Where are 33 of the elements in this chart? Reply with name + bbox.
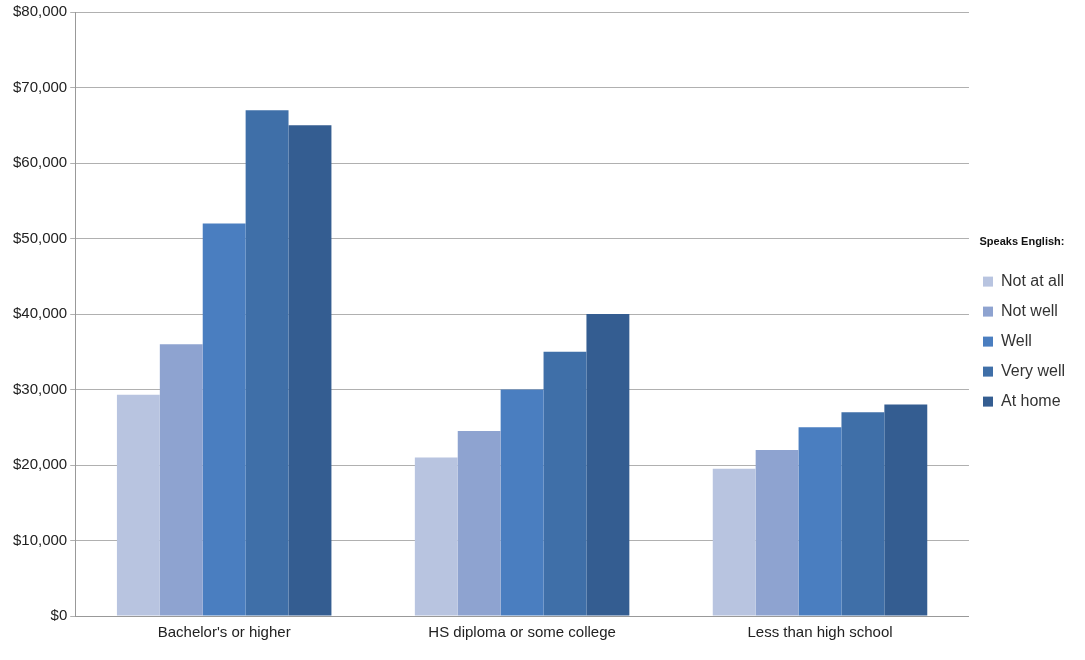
legend-label: Very well (1000, 362, 1066, 380)
bar (457, 431, 501, 616)
legend-label: At home (1000, 392, 1061, 410)
y-tick-label: $40,000 (12, 304, 68, 322)
x-tick-label: Bachelor's or higher (157, 623, 291, 641)
x-tick-label: Less than high school (747, 623, 893, 641)
y-tick-label: $60,000 (12, 153, 68, 171)
bar (586, 314, 630, 616)
legend-label: Not well (1000, 302, 1058, 320)
bar (841, 412, 885, 616)
x-tick-label: HS diploma or some college (428, 623, 616, 641)
bar (245, 110, 289, 616)
bar (116, 394, 160, 616)
bar (884, 404, 928, 616)
y-tick-label: $20,000 (12, 455, 68, 473)
bar (798, 427, 842, 616)
legend-title: Speaks English: (979, 234, 1065, 247)
bar (755, 449, 799, 616)
bar (414, 457, 458, 616)
y-tick-label: $10,000 (12, 530, 68, 548)
bar (543, 351, 587, 616)
y-tick-label: $70,000 (12, 77, 68, 95)
bar (288, 125, 332, 616)
y-tick-label: $0 (50, 606, 68, 624)
legend-label: Not at all (1000, 272, 1065, 290)
bar (159, 344, 203, 616)
y-tick-label: $50,000 (12, 228, 68, 246)
bar (202, 223, 246, 616)
bar (500, 389, 544, 616)
bar (712, 468, 756, 616)
legend-label: Well (1000, 332, 1032, 350)
y-tick-label: $30,000 (12, 379, 68, 397)
y-tick-label: $80,000 (12, 2, 68, 20)
